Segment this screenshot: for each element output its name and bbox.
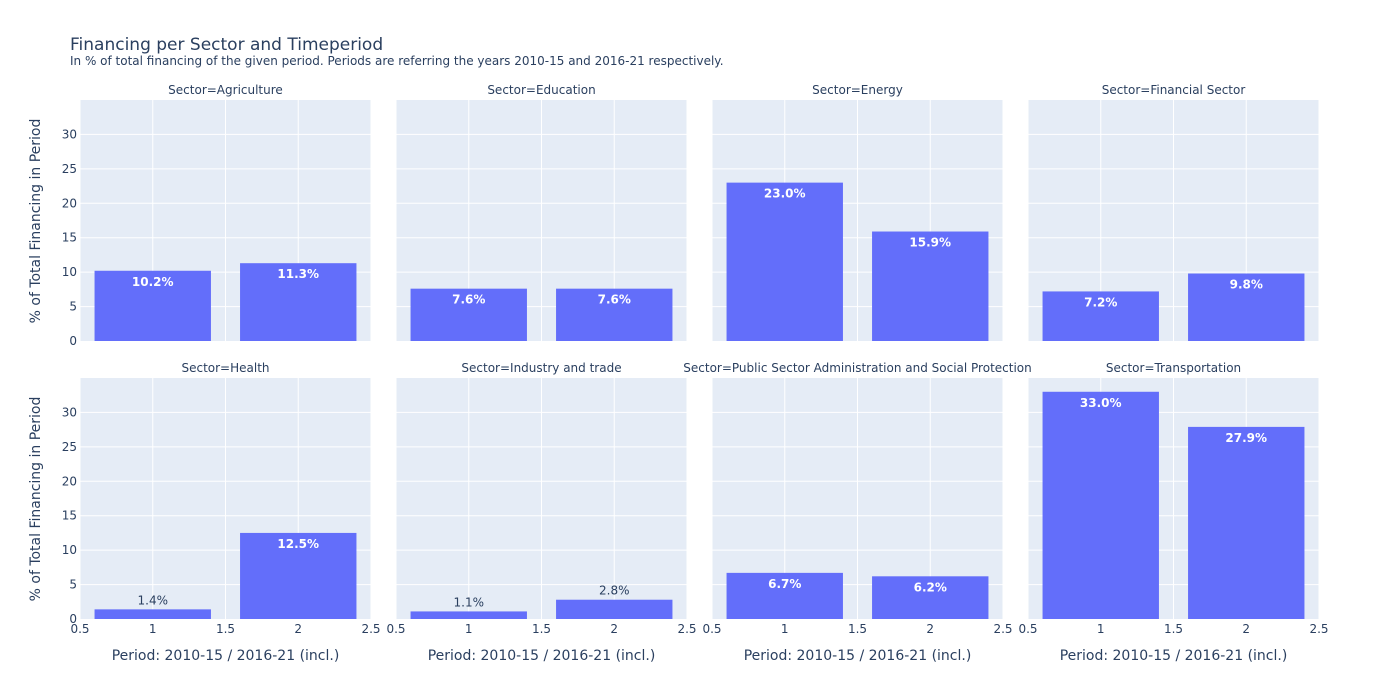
y-tick-label: 0 — [69, 612, 77, 626]
bar-data-label: 12.5% — [277, 537, 319, 551]
facet-title: Sector=Financial Sector — [1102, 83, 1246, 97]
bar — [1188, 426, 1305, 619]
facet-title: Sector=Education — [487, 83, 595, 97]
bar — [94, 609, 211, 619]
bar — [410, 611, 527, 619]
chart-title: Financing per Sector and Timeperiod — [70, 35, 383, 55]
facet-title: Sector=Industry and trade — [461, 361, 621, 375]
y-tick-label: 20 — [62, 474, 77, 488]
x-tick-label: 2.5 — [677, 622, 696, 636]
y-tick-label: 15 — [62, 509, 77, 523]
x-tick-label: 2 — [926, 622, 934, 636]
facet-1: Sector=Agriculture 10.2% 11.3% 0 5 10 15 20 25 30 — [62, 83, 372, 348]
facet-5: Sector=Health 1.4% 12.5% 0 5 10 15 20 25 30 0.5 1 1.… — [62, 361, 381, 664]
bar — [726, 572, 843, 619]
bar-data-label: 7.6% — [452, 293, 485, 307]
bar-data-label: 6.2% — [914, 580, 947, 594]
bar — [872, 231, 989, 341]
x-tick-label: 1 — [781, 622, 789, 636]
x-tick-label: 0.5 — [70, 622, 89, 636]
bar — [556, 599, 673, 619]
bar-data-label: 10.2% — [132, 275, 174, 289]
x-tick-label: 0.5 — [1018, 622, 1037, 636]
facet-7: Sector=Public Sector Administration and … — [683, 361, 1031, 664]
y-axis-title-row-1: % of Total Financing in Period — [28, 119, 44, 324]
bar-data-label: 33.0% — [1080, 396, 1122, 410]
x-axis-title: Period: 2010-15 / 2016-21 (incl.) — [1060, 648, 1288, 664]
y-tick-label: 5 — [69, 578, 77, 592]
facet-title: Sector=Agriculture — [168, 83, 283, 97]
y-tick-label: 10 — [62, 265, 77, 279]
bar — [240, 263, 357, 341]
y-tick-label: 25 — [62, 162, 77, 176]
x-tick-label: 0.5 — [702, 622, 721, 636]
x-axis-title: Period: 2010-15 / 2016-21 (incl.) — [112, 648, 340, 664]
bar-data-label: 27.9% — [1225, 431, 1267, 445]
bar-data-label: 7.2% — [1084, 295, 1117, 309]
y-tick-label: 25 — [62, 440, 77, 454]
facet-title: Sector=Energy — [812, 83, 903, 97]
bar-data-label: 1.1% — [454, 595, 485, 609]
y-tick-label: 5 — [69, 300, 77, 314]
x-tick-label: 1 — [1097, 622, 1105, 636]
facet-8: Sector=Transportation 33.0% 27.9% 0.5 1 1.5 2 2… — [1018, 361, 1328, 664]
facet-2: Sector=Education 7.6% 7.6% — [395, 83, 688, 341]
x-tick-label: 2 — [1242, 622, 1250, 636]
bar — [1042, 291, 1159, 341]
x-tick-label: 1.5 — [848, 622, 867, 636]
bar-data-label: 2.8% — [599, 584, 630, 598]
y-axis-title-row-2: % of Total Financing in Period — [28, 397, 44, 602]
facet-title: Sector=Transportation — [1106, 361, 1241, 375]
x-tick-label: 1.5 — [532, 622, 551, 636]
y-tick-label: 0 — [69, 334, 77, 348]
bar-data-label: 11.3% — [277, 267, 319, 281]
x-tick-label: 1.5 — [216, 622, 235, 636]
bar — [1188, 273, 1305, 341]
bar-data-label: 6.7% — [768, 577, 801, 591]
y-tick-label: 20 — [62, 196, 77, 210]
x-tick-label: 2.5 — [993, 622, 1012, 636]
facet-title: Sector=Public Sector Administration and … — [683, 361, 1031, 375]
bar — [556, 288, 673, 341]
bar — [726, 182, 843, 341]
facet-title: Sector=Health — [181, 361, 269, 375]
bar-data-label: 9.8% — [1230, 278, 1263, 292]
chart-subtitle: In % of total financing of the given per… — [70, 54, 724, 68]
facet-4: Sector=Financial Sector 7.2% 9.8% — [1027, 83, 1320, 341]
facets-group: Sector=Agriculture10.2%11.3%051015202530… — [62, 83, 1329, 664]
x-tick-label: 1.5 — [1164, 622, 1183, 636]
x-axis-title: Period: 2010-15 / 2016-21 (incl.) — [744, 648, 972, 664]
x-axis-title: Period: 2010-15 / 2016-21 (incl.) — [428, 648, 656, 664]
y-tick-label: 15 — [62, 231, 77, 245]
bar-data-label: 1.4% — [138, 593, 169, 607]
bar — [240, 532, 357, 619]
bar — [1042, 391, 1159, 619]
x-tick-label: 1 — [465, 622, 473, 636]
facet-6: Sector=Industry and trade 1.1% 2.8% 0.5 1 1.5… — [386, 361, 696, 664]
x-tick-label: 2 — [610, 622, 618, 636]
y-tick-label: 30 — [62, 127, 77, 141]
x-tick-label: 2.5 — [1309, 622, 1328, 636]
y-tick-label: 30 — [62, 405, 77, 419]
x-tick-label: 1 — [149, 622, 157, 636]
facet-3: Sector=Energy 23.0% 15.9% — [711, 83, 1004, 341]
bar-data-label: 7.6% — [598, 293, 631, 307]
y-tick-label: 10 — [62, 543, 77, 557]
x-tick-label: 0.5 — [386, 622, 405, 636]
bar-data-label: 23.0% — [764, 187, 806, 201]
bar — [872, 576, 989, 619]
x-tick-label: 2.5 — [361, 622, 380, 636]
x-tick-label: 2 — [294, 622, 302, 636]
bar — [94, 270, 211, 341]
bar — [410, 288, 527, 341]
bar-data-label: 15.9% — [909, 236, 951, 250]
